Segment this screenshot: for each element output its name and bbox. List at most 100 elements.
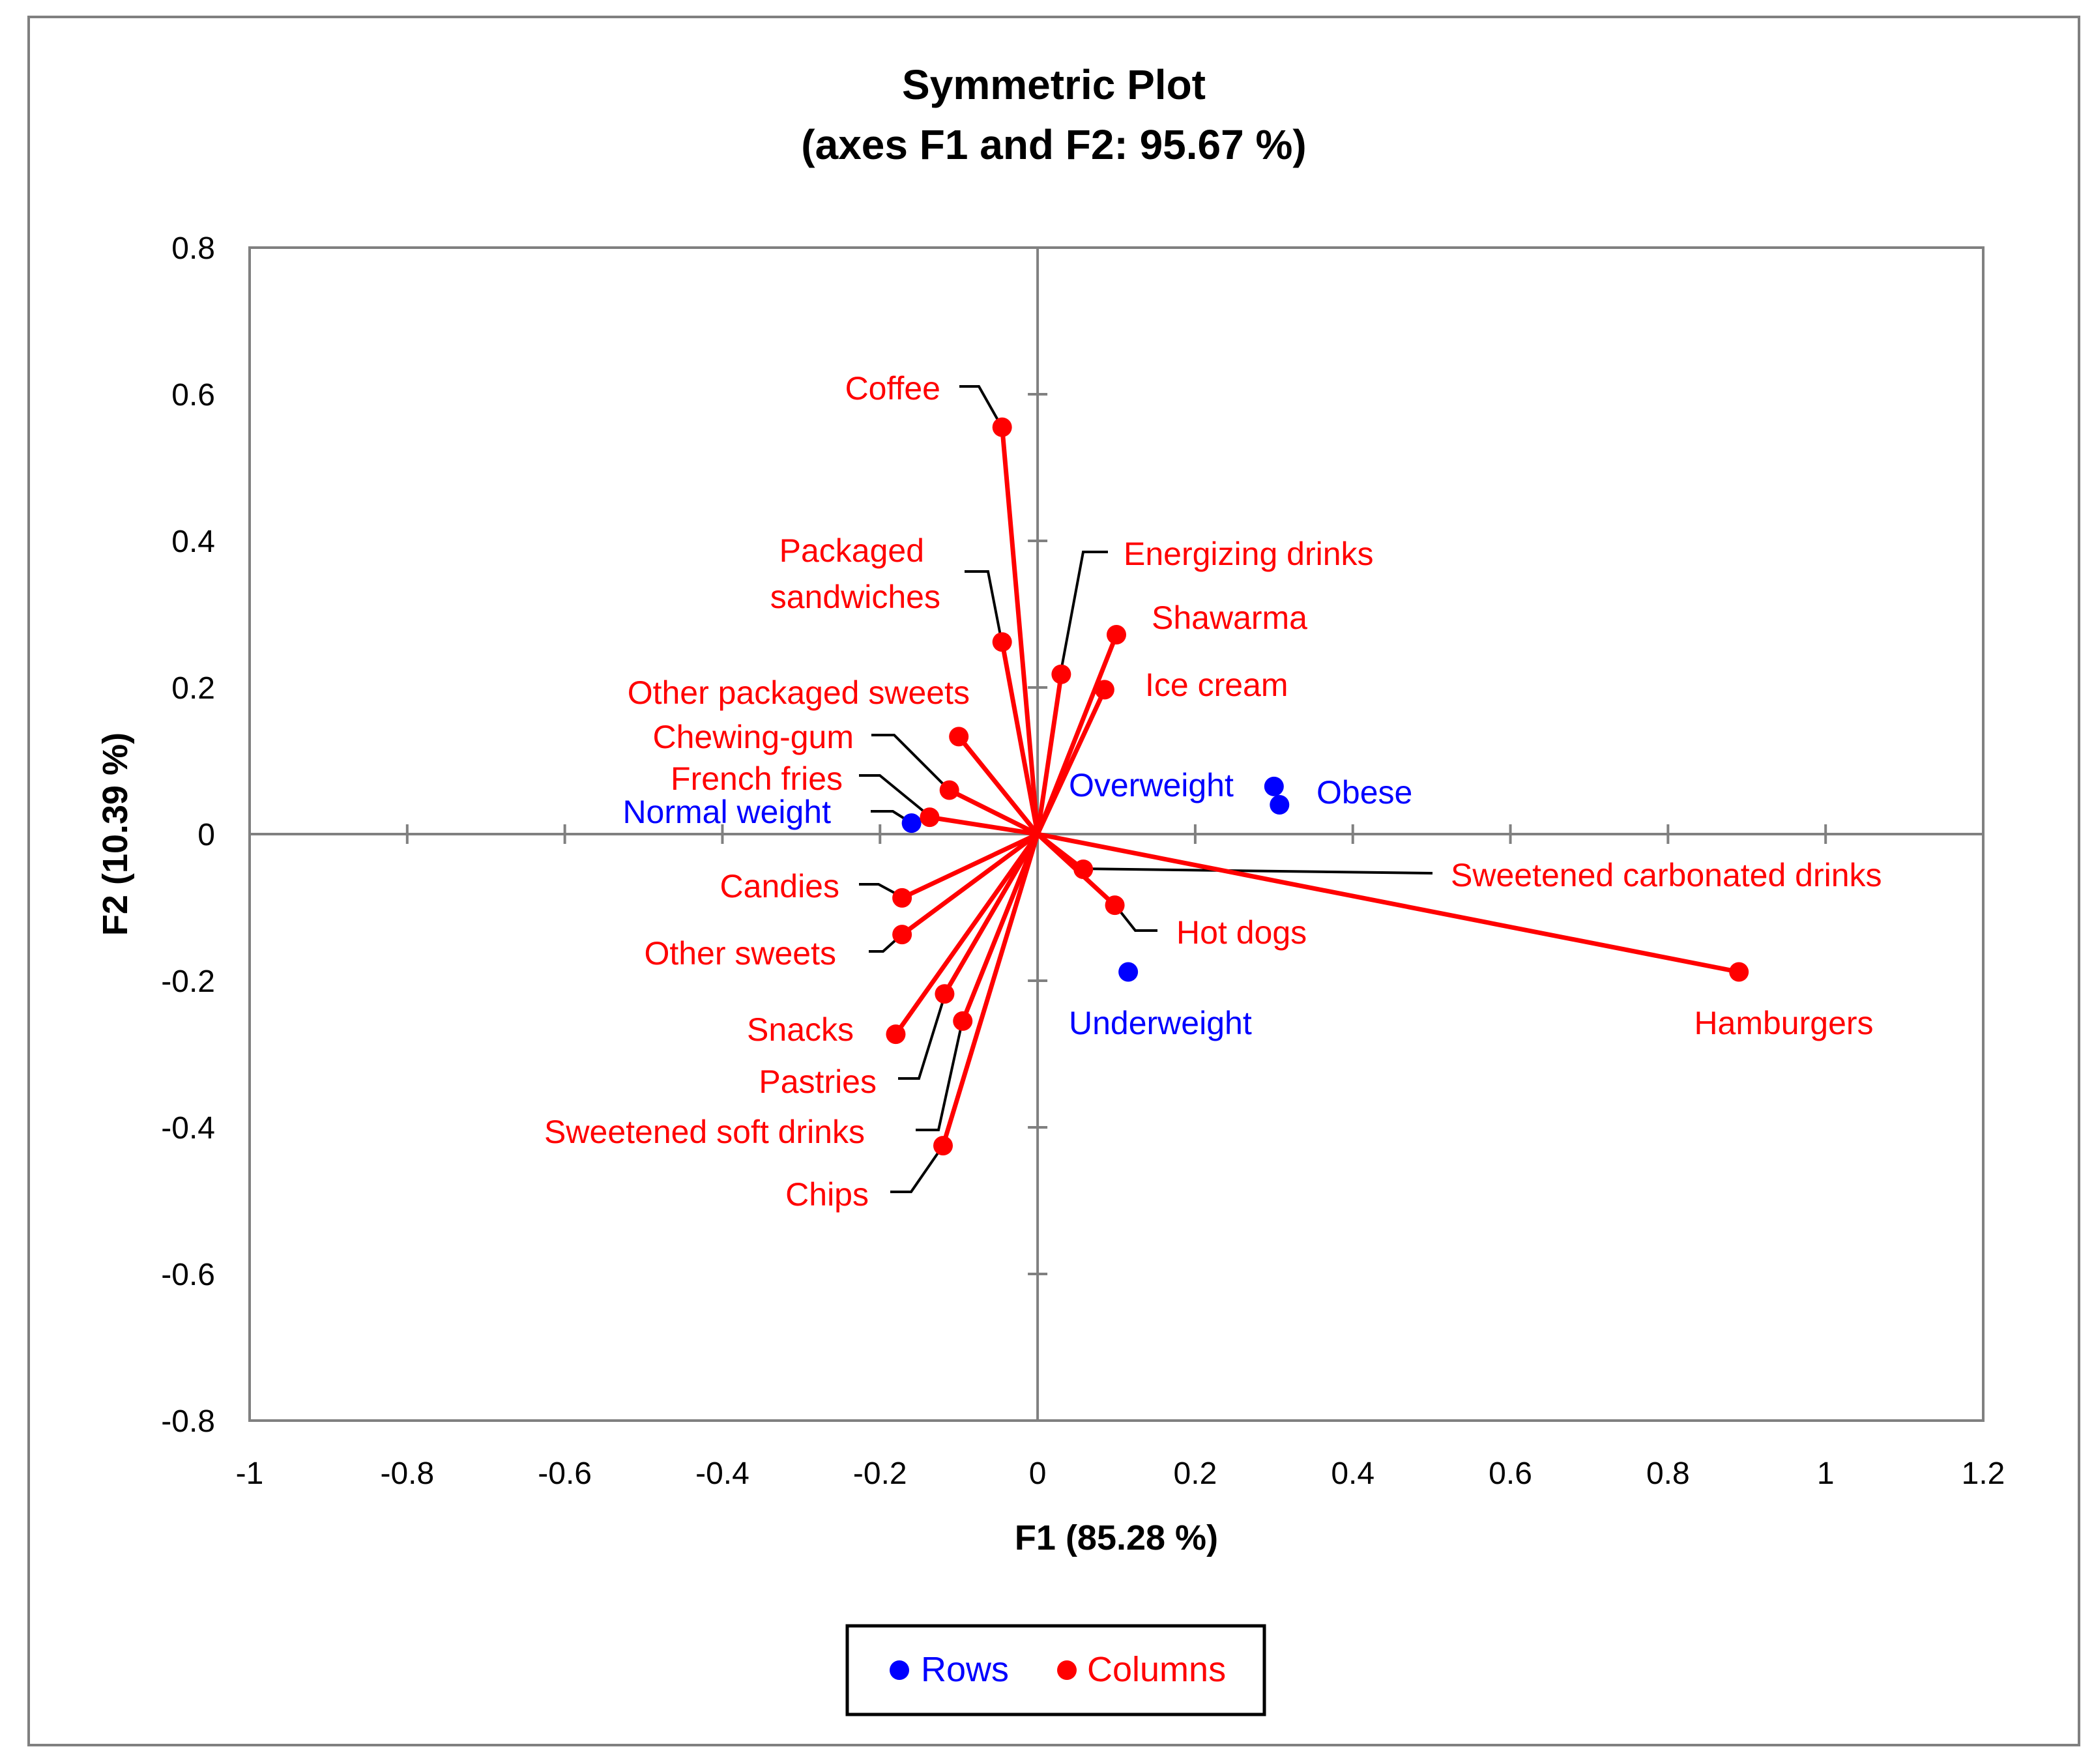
point-other-sweets bbox=[892, 925, 912, 945]
chart-subtitle: (axes F1 and F2: 95.67 %) bbox=[801, 121, 1306, 168]
chart-title: Symmetric Plot bbox=[902, 61, 1206, 108]
y-tick-label: 0.6 bbox=[171, 378, 215, 412]
x-tick-label: 0 bbox=[1029, 1456, 1047, 1491]
x-axis-title: F1 (85.28 %) bbox=[1015, 1518, 1218, 1557]
point-obese bbox=[1270, 795, 1290, 815]
vector-energizing-drinks bbox=[1035, 674, 1064, 835]
point-energizing-drinks bbox=[1051, 664, 1071, 684]
y-tick-labels: -0.8 -0.6 -0.4 -0.2 0 0.2 0.4 0.6 0.8 bbox=[161, 231, 215, 1439]
leader-line-energizing-drinks bbox=[1059, 551, 1108, 675]
legend-marker-columns bbox=[1057, 1660, 1077, 1680]
vector-ice-cream bbox=[1035, 688, 1107, 835]
x-tick-label: -0.6 bbox=[538, 1456, 592, 1491]
y-tick-label: -0.6 bbox=[161, 1258, 215, 1292]
label-other-sweets: Other sweets bbox=[644, 935, 836, 972]
point-underweight bbox=[1118, 962, 1139, 982]
vector-sweetened-soft-drinks bbox=[960, 833, 1040, 1022]
x-tick-label: 0.2 bbox=[1174, 1456, 1217, 1491]
point-french-fries bbox=[920, 807, 940, 828]
point-candies bbox=[892, 888, 912, 908]
legend-box bbox=[845, 1624, 1266, 1716]
point-hamburgers bbox=[1729, 962, 1749, 982]
vector-french-fries bbox=[929, 815, 1038, 837]
point-shawarma bbox=[1107, 625, 1126, 644]
label-normal-weight: Normal weight bbox=[622, 794, 831, 830]
leader-line-chewing-gum bbox=[871, 734, 951, 792]
leader-line-pastries bbox=[898, 994, 946, 1080]
point-snacks bbox=[886, 1024, 906, 1045]
legend-marker-rows bbox=[890, 1660, 909, 1680]
label-other-packaged-sweets: Other packaged sweets bbox=[628, 674, 970, 711]
vector-chips bbox=[940, 833, 1040, 1147]
legend-label-columns: Columns bbox=[1087, 1650, 1226, 1689]
label-energizing-drinks: Energizing drinks bbox=[1124, 536, 1374, 572]
point-chips bbox=[933, 1136, 953, 1156]
legend-label-rows: Rows bbox=[921, 1650, 1009, 1689]
vector-snacks bbox=[894, 832, 1040, 1036]
chart-outer-border bbox=[27, 16, 2080, 1746]
vector-other-packaged-sweets bbox=[957, 735, 1040, 836]
label-coffee: Coffee bbox=[845, 370, 940, 407]
point-other-packaged-sweets bbox=[949, 727, 969, 747]
label-ice-cream: Ice cream bbox=[1145, 667, 1288, 703]
leader-line-french-fries bbox=[859, 774, 931, 818]
x-tick-label: -0.8 bbox=[380, 1456, 434, 1491]
label-packaged-sandwiches-line2: sandwiches bbox=[770, 579, 940, 615]
label-packaged-sandwiches-line1: Packaged bbox=[779, 532, 924, 569]
x-tick-label: 1 bbox=[1817, 1456, 1835, 1491]
label-hot-dogs: Hot dogs bbox=[1176, 914, 1307, 951]
vector-other-sweets bbox=[901, 832, 1040, 936]
leader-line-sweetened-soft-drinks bbox=[916, 1019, 964, 1131]
label-chips: Chips bbox=[785, 1176, 869, 1213]
x-tick-labels: -1 -0.8 -0.6 -0.4 -0.2 0 0.2 0.4 0.6 0.8 1 1.2 bbox=[236, 1456, 2005, 1491]
label-snacks: Snacks bbox=[747, 1011, 854, 1048]
x-tick-label: 0.4 bbox=[1331, 1456, 1374, 1491]
y-tick-label: 0 bbox=[197, 818, 215, 852]
leader-lines bbox=[859, 385, 1433, 1193]
vector-hamburgers bbox=[1037, 831, 1739, 974]
leader-line-hot-dogs bbox=[1114, 904, 1157, 932]
x-tick-label: -1 bbox=[236, 1456, 264, 1491]
point-hot-dogs bbox=[1105, 895, 1125, 916]
x-tick-label: 0.8 bbox=[1646, 1456, 1690, 1491]
label-obese: Obese bbox=[1316, 774, 1412, 811]
legend: Rows Columns bbox=[845, 1624, 1266, 1716]
leader-line-packaged-sandwiches bbox=[965, 570, 1003, 643]
label-hamburgers: Hamburgers bbox=[1694, 1005, 1873, 1041]
y-tick-label: -0.4 bbox=[161, 1111, 215, 1146]
x-tick-label: -0.2 bbox=[853, 1456, 907, 1491]
label-french-fries: French fries bbox=[671, 760, 843, 797]
leader-line-sweetened-carbonated-drinks bbox=[1078, 867, 1433, 875]
label-shawarma: Shawarma bbox=[1152, 600, 1307, 636]
y-tick-label: -0.2 bbox=[161, 964, 215, 999]
label-chewing-gum: Chewing-gum bbox=[653, 719, 854, 755]
label-overweight: Overweight bbox=[1069, 767, 1234, 803]
point-packaged-sandwiches bbox=[992, 632, 1012, 652]
label-pastries: Pastries bbox=[759, 1063, 877, 1100]
y-tick-label: 0.8 bbox=[171, 231, 215, 266]
label-underweight: Underweight bbox=[1069, 1005, 1252, 1041]
point-normal-weight bbox=[901, 813, 922, 833]
y-axis-title: F2 (10.39 %) bbox=[96, 732, 135, 936]
point-coffee bbox=[992, 417, 1012, 437]
x-tick-label: 1.2 bbox=[1962, 1456, 2005, 1491]
y-tick-label: -0.8 bbox=[161, 1404, 215, 1439]
point-chewing-gum bbox=[939, 780, 959, 800]
data-points bbox=[886, 417, 1749, 1156]
vector-pastries bbox=[942, 833, 1040, 996]
vector-packaged-sandwiches bbox=[1000, 641, 1040, 835]
point-sweetened-soft-drinks bbox=[953, 1011, 973, 1031]
leader-line-coffee bbox=[959, 385, 1003, 427]
point-sweetened-carbonated-drinks bbox=[1073, 860, 1094, 879]
vector-candies bbox=[901, 831, 1039, 901]
point-pastries bbox=[935, 984, 955, 1004]
point-labels: Coffee Packaged sandwiches Energizing dr… bbox=[544, 370, 1882, 1213]
y-tick-label: 0.2 bbox=[171, 671, 215, 706]
label-sweetened-carbonated-drinks: Sweetened carbonated drinks bbox=[1451, 857, 1882, 893]
vector-coffee bbox=[1000, 427, 1040, 835]
column-vectors bbox=[894, 427, 1739, 1147]
x-tick-label: 0.6 bbox=[1489, 1456, 1532, 1491]
label-sweetened-soft-drinks: Sweetened soft drinks bbox=[544, 1114, 865, 1150]
leader-line-chips bbox=[890, 1144, 944, 1193]
